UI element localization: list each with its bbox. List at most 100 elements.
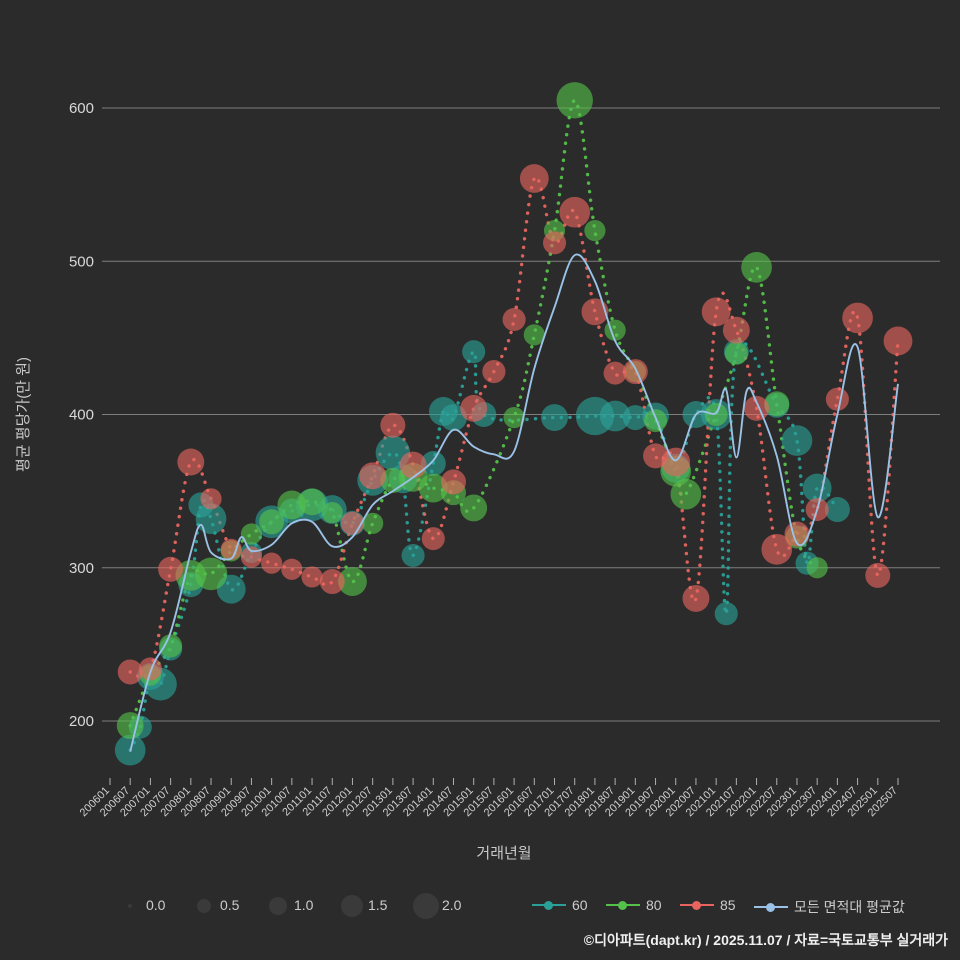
legend-item-80[interactable]: 80 [606, 897, 662, 913]
data-point [177, 448, 205, 476]
legend-item-label: 80 [646, 897, 662, 913]
legend-item-label: 60 [572, 897, 588, 913]
data-point [195, 503, 227, 535]
data-point [714, 602, 738, 626]
data-point [503, 406, 525, 429]
y-tick-label: 500 [69, 253, 94, 270]
data-point [362, 512, 384, 534]
legend-color-swatch [754, 900, 788, 914]
legend-color-swatch [532, 898, 566, 912]
data-point [261, 552, 283, 574]
data-point [542, 231, 567, 255]
legend-item-label: 85 [720, 897, 736, 913]
y-tick-label: 200 [69, 713, 94, 730]
data-point [399, 451, 427, 479]
data-point [559, 196, 591, 228]
scatter-chart: 2003004005006002006012006072007012007072… [15, 82, 940, 862]
bubble-size-swatch [197, 899, 211, 913]
data-point [581, 298, 609, 326]
legend-item-85[interactable]: 85 [680, 897, 736, 913]
data-point [440, 404, 467, 432]
data-point [824, 497, 850, 523]
data-point [661, 447, 691, 477]
data-point [701, 297, 731, 327]
legend-color-swatch [606, 898, 640, 912]
bubble-size-label: 1.5 [368, 897, 388, 913]
data-point [401, 543, 425, 568]
data-point [220, 538, 242, 560]
data-point [319, 569, 345, 595]
data-point [420, 451, 446, 477]
data-point [842, 302, 873, 334]
data-point [806, 557, 828, 579]
data-point [200, 488, 222, 510]
data-point [704, 402, 728, 427]
data-point [277, 490, 307, 520]
data-point [440, 469, 466, 495]
bubble-size-swatch [128, 904, 132, 908]
data-point [825, 387, 849, 411]
bubble-size-swatch [341, 895, 363, 917]
bubble-size-label: 0.5 [220, 897, 240, 913]
series-bubbles-85 [117, 164, 913, 685]
y-tick-label: 600 [69, 100, 94, 117]
data-point [116, 712, 144, 740]
data-point [722, 316, 750, 344]
y-axis-title: 평균 평당가(만 원) [15, 357, 32, 472]
data-point [599, 400, 631, 432]
data-point [359, 462, 387, 490]
data-point [556, 82, 593, 119]
data-point [380, 412, 406, 438]
data-point [418, 473, 448, 503]
legend-item-60[interactable]: 60 [532, 897, 588, 913]
data-point [682, 584, 710, 612]
data-point [159, 634, 183, 658]
data-point [460, 394, 488, 422]
data-point [865, 562, 891, 588]
data-point [301, 566, 323, 588]
data-point [158, 556, 184, 582]
data-point [541, 404, 568, 432]
bubble-size-swatch [413, 893, 439, 919]
legend-item-label: 모든 면적대 평균값 [794, 899, 905, 915]
y-tick-label: 300 [69, 560, 94, 577]
data-point [240, 523, 263, 545]
data-point [741, 252, 772, 283]
data-point [462, 340, 486, 364]
x-axis-title: 거래년월 [476, 845, 531, 862]
data-point [502, 307, 526, 332]
bubble-size-swatch [269, 897, 287, 915]
data-point [321, 501, 343, 524]
data-point [622, 405, 648, 431]
data-point [281, 558, 303, 580]
data-point [338, 567, 367, 596]
bubble-size-label: 2.0 [442, 897, 462, 913]
data-point [784, 521, 810, 547]
bubble-size-label: 1.0 [294, 897, 314, 913]
data-point [460, 494, 488, 522]
data-point [519, 164, 549, 193]
data-point [744, 395, 770, 421]
data-point [764, 391, 790, 417]
data-point [421, 527, 445, 551]
series-average-line [129, 253, 899, 752]
data-point [603, 361, 627, 385]
data-point [482, 360, 506, 384]
data-point [724, 341, 748, 365]
data-point [298, 488, 326, 516]
data-point [138, 657, 162, 681]
data-point [584, 220, 606, 242]
data-point [781, 425, 813, 456]
legend-item-모든 면적대 평균값[interactable]: 모든 면적대 평균값 [754, 897, 905, 917]
legend-color-swatch [680, 898, 714, 912]
data-point [523, 324, 545, 346]
data-point [240, 546, 263, 568]
footer-attribution: ©디아파트(dapt.kr) / 2025.11.07 / 자료=국토교통부 실… [583, 932, 948, 948]
data-point [883, 326, 913, 356]
data-point [761, 534, 793, 565]
data-point [622, 359, 648, 385]
bubble-size-label: 0.0 [146, 897, 166, 913]
y-tick-label: 400 [69, 407, 94, 424]
data-point [194, 557, 228, 591]
